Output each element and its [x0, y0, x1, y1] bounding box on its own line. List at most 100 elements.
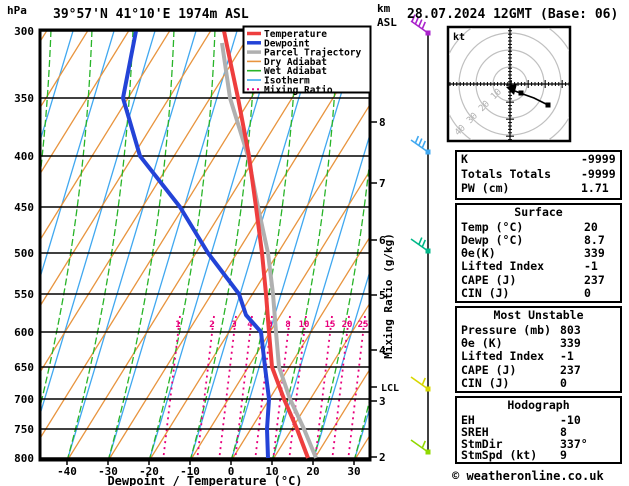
table-row: Lifted Index -1	[457, 349, 620, 364]
mixing-ratio-line	[347, 315, 366, 460]
isotherm-line	[189, 30, 320, 460]
temp-tick-label: 10	[265, 465, 278, 478]
mixing-ratio-line	[331, 315, 350, 460]
table-row: StmDir 337°	[457, 436, 620, 451]
datetime-title: 28.07.2024 12GMT (Base: 06)	[407, 7, 619, 22]
isotherm-line	[40, 30, 74, 144]
row-label: K	[461, 152, 468, 166]
wind-barb-stem	[410, 139, 429, 153]
wind-barb-stem	[410, 376, 429, 390]
isotherm-line	[230, 30, 361, 460]
table-row: Pressure (mb) 803	[457, 323, 620, 337]
row-value: 9	[560, 448, 567, 463]
table-row: EH -10	[457, 413, 620, 427]
dry-adiabat-line	[107, 37, 370, 460]
mixing-ratio-value-label: 10	[299, 320, 310, 330]
row-label: PW (cm)	[461, 181, 510, 196]
row-label: Temp (°C)	[461, 220, 524, 234]
wet-adiabat-line	[107, 30, 175, 460]
mixing-ratio-value-label: 25	[358, 320, 369, 330]
dry-adiabat-line	[40, 30, 294, 440]
temp-tick-label: -30	[98, 465, 118, 478]
dry-adiabat-line	[148, 103, 370, 460]
mixing-ratio-value-label: 15	[325, 320, 336, 330]
row-value: 237	[584, 272, 605, 287]
pressure-tick-label: 750	[14, 423, 34, 436]
wind-barb-staff	[410, 14, 431, 455]
mixing-ratio-line	[234, 315, 253, 460]
pressure-tick-label: 450	[14, 201, 34, 214]
table-section-surface: Surface Temp (°C) 20 Dewp (°C) 8.7 θe(K) 339 Li…	[455, 203, 622, 303]
table-row: Lifted Index -1	[457, 259, 620, 273]
row-value: 339	[584, 246, 605, 261]
row-label: θe (K)	[461, 336, 503, 351]
temp-tick-label: 30	[347, 465, 360, 478]
x-axis-title: Dewpoint / Temperature (°C)	[107, 474, 302, 486]
temp-tick-label: 0	[228, 465, 235, 478]
section-header: Most Unstable	[493, 308, 584, 322]
table-row: θe(K) 339	[457, 246, 620, 261]
pressure-tick-label: 800	[14, 452, 34, 465]
row-value: -9999	[581, 152, 616, 166]
dry-adiabat-line	[312, 367, 370, 460]
wind-barb-feather	[421, 140, 426, 149]
mixing-ratio-value-label: 1	[175, 320, 180, 330]
row-label: Pressure (mb)	[461, 323, 552, 337]
row-label: EH	[461, 413, 475, 427]
lcl-label: LCL	[381, 383, 399, 394]
pressure-tick-label: 500	[14, 247, 34, 260]
legend-label: Wet Adiabat	[264, 66, 327, 77]
wind-barb-feather	[421, 239, 426, 248]
table-row: StmSpd (kt) 9	[457, 448, 620, 463]
wind-barb-stem	[410, 20, 429, 34]
curve-temperature	[222, 30, 310, 459]
wind-barb-feather	[418, 19, 423, 27]
mixing-ratio-line	[288, 315, 307, 460]
dry-adiabat-line	[40, 30, 130, 176]
table-row: CIN (J) 0	[457, 285, 620, 300]
row-value: 337°	[560, 436, 588, 451]
mixing-ratio-line	[196, 315, 215, 460]
row-value: 1.71	[581, 181, 609, 196]
altitude-unit-asl: ASL	[377, 16, 397, 29]
row-label: StmSpd (kt)	[461, 448, 538, 463]
dry-adiabat-line	[271, 301, 370, 460]
isotherm-line	[66, 30, 197, 460]
wind-barb-feather	[421, 377, 426, 386]
table-section-hodograph: Hodograph EH -10 SREH 8 StmDir 337° StmSpd (kt)…	[455, 396, 622, 464]
km-tick-label: 4	[379, 344, 386, 357]
row-label: Lifted Index	[461, 349, 545, 364]
isotherm-line	[107, 30, 238, 460]
temp-tick-label: 20	[306, 465, 319, 478]
isotherm-line	[40, 30, 115, 280]
table-row: SREH 8	[457, 424, 620, 439]
mixing-ratio-value-label: 8	[285, 320, 290, 330]
row-value: -1	[560, 349, 574, 364]
legend-label: Isotherm	[264, 76, 310, 87]
row-value: 0	[584, 285, 591, 300]
plot-border	[38, 28, 372, 462]
wet-adiabat-line	[40, 30, 93, 410]
station-title: 39°57'N 41°10'E 1974m ASL	[53, 7, 249, 22]
sounding-curves	[121, 30, 318, 459]
table-row: CIN (J) 0	[457, 375, 620, 390]
legend-label: Parcel Trajectory	[264, 48, 362, 59]
row-label: Totals Totals	[461, 166, 552, 181]
isotherm-line	[312, 268, 370, 460]
temp-tick-label: -20	[139, 465, 159, 478]
mixing-ratio-value-label: 2	[209, 320, 214, 330]
dry-adiabat-line	[40, 30, 171, 242]
row-value: 339	[560, 336, 581, 351]
section-header: Hodograph	[507, 398, 570, 412]
row-label: StmDir	[461, 436, 503, 451]
row-label: SREH	[461, 424, 489, 439]
wind-barb-feather	[414, 135, 420, 144]
pressure-tick-label: 400	[14, 150, 34, 163]
temp-tick-label: -40	[57, 465, 77, 478]
row-value: 0	[560, 375, 567, 390]
section-header: Surface	[514, 205, 563, 219]
wind-barb-feather	[418, 237, 423, 245]
pressure-tick-label: 350	[14, 92, 34, 105]
